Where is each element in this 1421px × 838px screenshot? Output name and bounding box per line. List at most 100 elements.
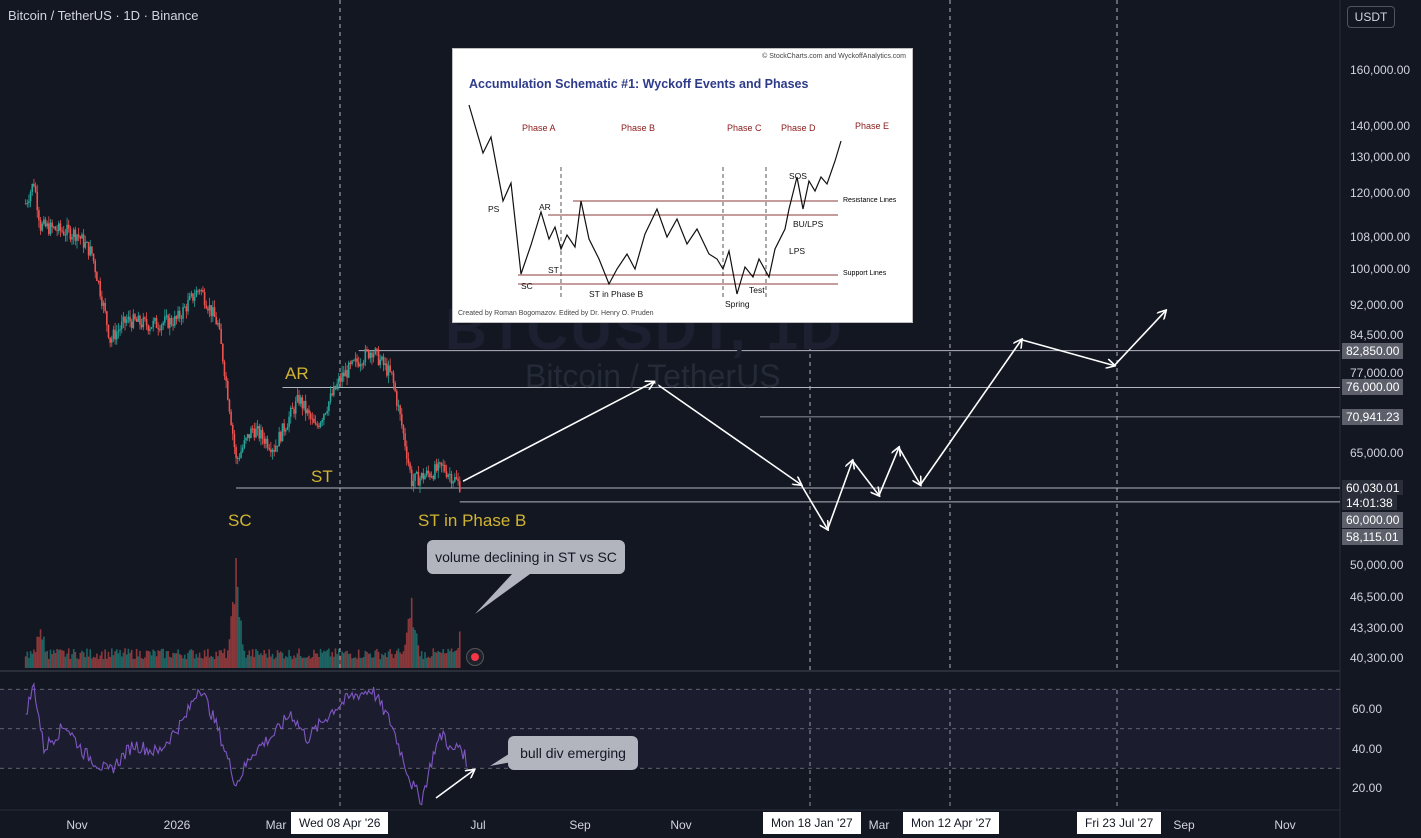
volume-bar [67,648,70,668]
volume-bar [44,651,47,668]
volume-bar [303,657,305,668]
volume-callout[interactable]: volume declining in ST vs SC [427,540,625,574]
candle-body [192,293,194,301]
x-tick: Mar [868,818,890,832]
candle-body [341,372,343,382]
candle-body [213,307,216,317]
candle-body [127,316,130,320]
candle-body [26,202,29,204]
candle-body [59,223,62,231]
bar-countdown: 14:01:38 [1342,495,1397,510]
volume-bar [187,652,189,668]
candle-body [280,431,282,442]
volume-bar [120,656,123,668]
candle-body [168,317,171,328]
rsi-callout-pointer [490,752,512,766]
wyckoff-schematic: © StockCharts.com and WyckoffAnalytics.c… [452,48,913,323]
candle-body [405,446,408,459]
volume-bar [192,650,194,668]
watermark-name: Bitcoin / TetherUS [525,358,781,394]
rsi-callout[interactable]: bull div emerging [508,736,638,770]
candle-body [458,481,461,492]
candle-body [278,431,280,447]
candle-body [379,359,382,366]
candle-body [215,316,217,325]
volume-bar [233,604,236,668]
candle-body [442,464,445,466]
volume-bar [429,657,431,668]
volume-bar [241,644,244,668]
projection-arrow [653,381,801,485]
volume-bar [215,651,217,668]
date-marker: Wed 08 Apr '26 [291,812,389,834]
volume-bar [43,636,45,668]
candle-body [444,464,446,472]
y-tick: 46,500.00 [1350,590,1404,604]
volume-bar [427,656,430,668]
candle-body [409,463,411,470]
candle-body [183,306,186,308]
candle-body [243,440,246,448]
y-tick: 120,000.00 [1350,186,1411,200]
volume-bar [367,653,370,668]
st-phase-b-annotation: ST in Phase B [418,511,527,530]
volume-bar [338,648,340,668]
candle-body [39,220,42,231]
alert-bolt-icon[interactable] [466,648,484,666]
currency-button[interactable]: USDT [1347,6,1395,28]
volume-bar [265,653,267,668]
candle-body [112,329,115,339]
volume-bar [284,656,287,668]
volume-bar [266,657,269,668]
candle-body [89,246,92,256]
candle-body [437,462,440,471]
candle-body [173,316,176,326]
volume-bar [97,659,100,668]
volume-bar [253,657,256,668]
candle-body [144,317,146,320]
candle-body [299,397,302,404]
volume-bar [168,656,171,668]
phase-b-label: Phase B [621,123,655,133]
volume-bar [248,650,251,668]
volume-bar [263,650,266,668]
phase-d-label: Phase D [781,123,816,133]
candle-body [251,428,254,430]
projection-arrow [878,448,899,496]
volume-bar [361,658,363,668]
projection-arrow [1113,311,1165,367]
candle-body [51,222,53,228]
volume-bar [381,653,383,668]
candle-body [77,234,80,237]
candle-body [457,479,459,482]
candle-body [41,223,44,231]
volume-bar [405,632,408,668]
candle-body [125,319,128,323]
volume-bar [144,657,146,668]
candle-body [452,481,454,484]
candle-body [351,360,353,365]
candle-body [281,423,284,442]
candle-body [159,329,161,331]
candle-body [82,234,85,248]
volume-bar [288,649,290,668]
candle-body [217,323,219,325]
volume-bar [225,658,227,668]
candle-body [230,411,232,426]
volume-bar [39,629,42,668]
candle-body [298,394,300,404]
volume-bar [48,658,50,668]
candle-body [193,296,196,301]
volume-bar [245,657,247,668]
candle-body [402,425,405,434]
volume-bar [346,650,348,668]
candle-body [359,364,362,367]
candle-body [271,449,274,453]
projection-arrow [898,447,921,485]
volume-bar [258,654,261,668]
volume-bar [425,657,428,668]
y-tick: 100,000.00 [1350,262,1411,276]
candle-body [430,476,433,478]
